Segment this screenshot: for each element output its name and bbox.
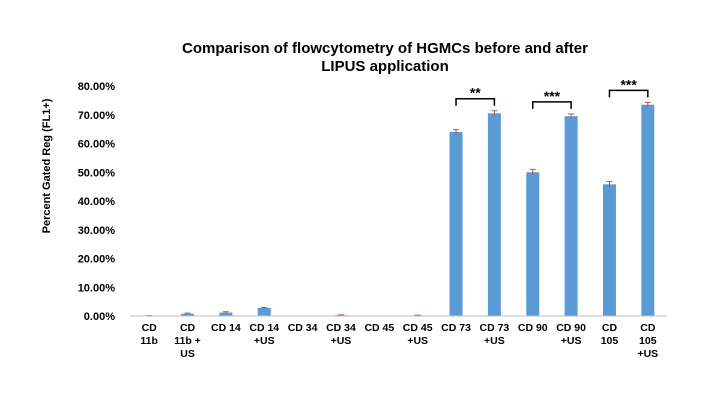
bar: [181, 313, 195, 316]
x-tick-label: CD 34: [288, 322, 318, 334]
y-tick-label: 30.00%: [78, 225, 116, 237]
y-tick-label: 80.00%: [78, 81, 116, 93]
bar: [564, 116, 578, 316]
bar: [487, 113, 501, 316]
y-tick-label: 60.00%: [78, 139, 116, 151]
y-tick-label: 10.00%: [78, 282, 116, 294]
x-tick-label: CD 34 +US: [326, 322, 356, 347]
bars: [142, 104, 655, 316]
significance-label: ***: [620, 76, 637, 92]
significance-brackets: ** ******: [455, 76, 649, 109]
y-tick-label: 40.00%: [78, 196, 116, 208]
y-tick-label: 50.00%: [78, 167, 116, 179]
y-tick-label: 20.00%: [78, 254, 116, 266]
x-tick-label: CD 73: [441, 322, 471, 334]
significance-label: ***: [544, 88, 561, 104]
significance-bracket: [532, 101, 572, 109]
y-axis-label: Percent Gated Reg (FL1+): [41, 98, 53, 233]
x-tick-label: CD 45: [364, 322, 394, 334]
chart-title-line-2: LIPUS application: [321, 58, 449, 75]
x-tick-label: CD 105 +US: [637, 322, 658, 360]
significance-label: **: [470, 85, 481, 101]
x-tick-label: CD 14 +US: [249, 322, 279, 347]
x-tick-label: CD 90: [518, 322, 548, 334]
bar: [641, 104, 655, 316]
x-tick-label: CD 73 +US: [480, 322, 510, 347]
significance-bracket: [608, 89, 649, 98]
x-tick-label: CD 105: [601, 322, 619, 347]
bar: [257, 307, 271, 316]
y-axis-ticks: 0.00% 10.00% 20.00% 30.00% 40.00% 50.00% 60.00…: [78, 81, 116, 323]
x-tick-label: CD 11b: [140, 322, 158, 347]
significance-bracket: [455, 97, 496, 106]
x-tick-label: CD 90 +US: [556, 322, 586, 347]
bar: [219, 312, 233, 316]
y-tick-label: 0.00%: [84, 311, 115, 323]
bar: [449, 132, 463, 316]
chart-title-line-1: Comparison of flowcytometry of HGMCs bef…: [182, 40, 588, 57]
x-tick-label: CD 11b + US: [174, 322, 201, 360]
bar: [602, 184, 616, 316]
x-tick-label: CD 14: [211, 322, 241, 334]
x-axis-labels: CD 11b CD 11b + US CD 14 CD 14 +US CD 34 CD 34 +US…: [140, 322, 658, 360]
y-tick-label: 70.00%: [78, 110, 116, 122]
bar: [526, 172, 540, 316]
x-tick-label: CD 45 +US: [403, 322, 433, 347]
